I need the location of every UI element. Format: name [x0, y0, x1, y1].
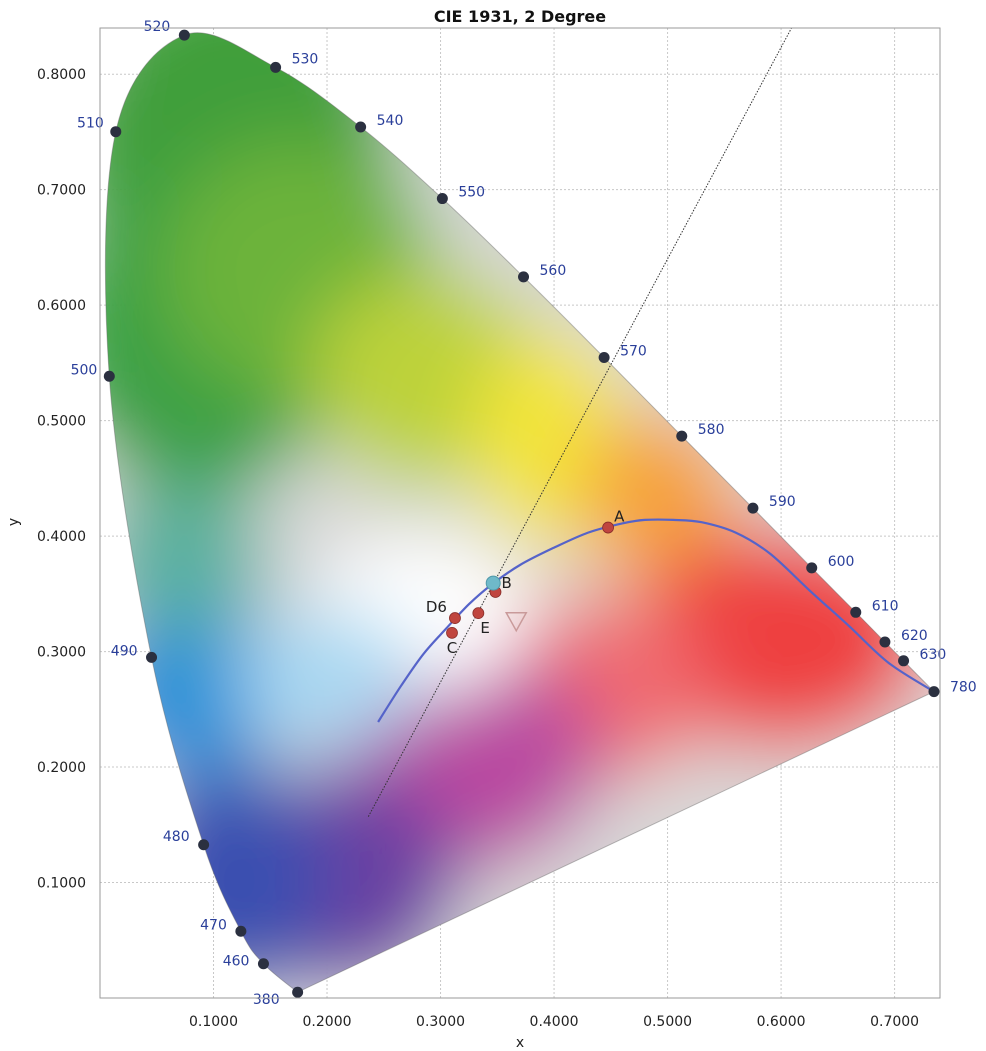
spectral-locus-point	[178, 29, 190, 41]
plot-frame	[99, 27, 941, 999]
spectral-locus-point	[879, 636, 891, 648]
wavelength-label: 630	[920, 647, 947, 663]
x-axis-label: x	[516, 1035, 524, 1051]
color-gamut-fill	[105, 32, 934, 993]
wavelength-label: 580	[698, 422, 725, 438]
wavelength-label: 610	[872, 598, 899, 614]
spectral-locus-point	[747, 502, 759, 514]
spectral-locus-point	[518, 271, 530, 283]
x-tick-label: 0.5000	[643, 1014, 692, 1030]
wavelength-label: 460	[223, 954, 250, 970]
x-tick-label: 0.3000	[416, 1014, 465, 1030]
illuminant-label: A	[614, 508, 625, 526]
wavelength-label: 780	[950, 680, 977, 696]
triangle-marker	[504, 611, 528, 633]
spectral-locus-point	[436, 193, 448, 205]
x-tick-label: 0.6000	[757, 1014, 806, 1030]
spectral-locus-point	[898, 655, 910, 667]
illuminant-label: C	[447, 639, 457, 657]
wavelength-label: 570	[620, 343, 647, 359]
wavelength-label: 540	[377, 113, 404, 129]
y-tick-label: 0.6000	[37, 298, 86, 314]
x-tick-label: 0.1000	[189, 1014, 238, 1030]
planckian-locus-layer	[377, 518, 935, 723]
illuminant-point	[446, 626, 458, 639]
spectral-locus-point	[103, 370, 115, 382]
wavelength-label: 600	[828, 554, 855, 570]
wavelength-label: 620	[901, 628, 928, 644]
spectral-locus-point	[198, 839, 210, 851]
spectral-locus-point	[806, 562, 818, 574]
wavelength-label: 490	[111, 643, 138, 659]
illuminant-point	[472, 607, 485, 620]
spectral-locus-point	[270, 61, 282, 73]
illuminant-label: D6	[426, 598, 447, 616]
wavelength-label: 510	[77, 116, 104, 132]
y-tick-label: 0.3000	[37, 645, 86, 661]
x-tick-label: 0.2000	[303, 1014, 352, 1030]
wavelength-label: 590	[769, 494, 796, 510]
wavelength-label: 380	[253, 992, 280, 1008]
y-axis-label: y	[6, 518, 22, 526]
spectral-locus-point	[850, 606, 862, 618]
spectral-locus-layer: 380 460 470 480 490 500 510 520 530 540 550 560 570 5…	[71, 19, 977, 1008]
reference-line	[367, 28, 793, 817]
spectral-locus-point	[676, 430, 688, 442]
y-tick-label: 0.7000	[37, 183, 86, 199]
illuminant-label: B	[501, 574, 511, 592]
marker-layer	[485, 575, 528, 633]
axes: 0.1000 0.2000 0.3000 0.4000 0.5000 0.6000 0.70…	[37, 27, 941, 1030]
spectral-locus-point	[146, 651, 158, 663]
illuminant-point	[602, 521, 614, 534]
spectral-locus-point	[110, 126, 122, 138]
x-tick-label: 0.7000	[870, 1014, 919, 1030]
highlight-point	[485, 575, 501, 591]
y-tick-label: 0.2000	[37, 760, 86, 776]
spectral-locus-point	[355, 121, 367, 133]
illuminant-point	[449, 612, 461, 624]
y-tick-label: 0.1000	[37, 876, 86, 892]
reference-line-layer	[367, 28, 793, 817]
wavelength-label: 560	[540, 263, 567, 279]
wavelength-label: 520	[144, 19, 171, 35]
x-tick-label: 0.4000	[530, 1014, 579, 1030]
wavelength-label: 530	[292, 51, 319, 67]
chart-title: CIE 1931, 2 Degree	[434, 7, 606, 26]
y-tick-label: 0.5000	[37, 414, 86, 430]
wavelength-label: 480	[163, 829, 190, 845]
illuminant-label: E	[480, 619, 489, 637]
illuminant-layer: A B D6 C E	[426, 508, 625, 657]
wavelength-label: 500	[71, 362, 98, 378]
spectral-locus-point	[257, 958, 269, 970]
wavelength-label: 550	[458, 185, 485, 201]
planckian-locus-line	[377, 518, 935, 723]
spectral-locus-point	[928, 686, 940, 698]
wavelength-label: 470	[200, 917, 227, 933]
spectral-locus-point	[598, 351, 610, 363]
y-tick-label: 0.4000	[37, 529, 86, 545]
spectral-locus-point	[235, 925, 247, 937]
y-tick-label: 0.8000	[37, 67, 86, 83]
spectral-locus-point	[292, 986, 304, 998]
